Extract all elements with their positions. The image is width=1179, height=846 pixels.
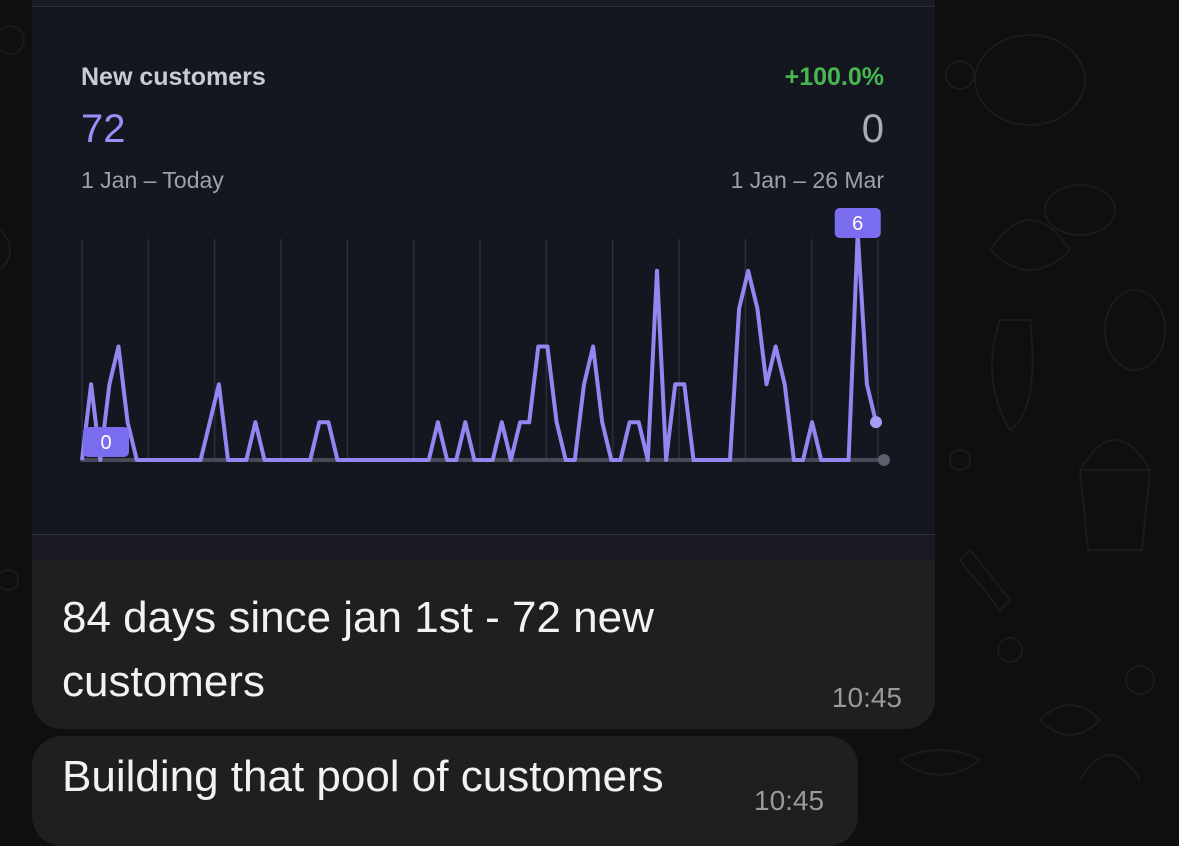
peak-value-badge-bg <box>834 208 881 238</box>
start-value-badge: 0 <box>100 432 111 454</box>
doodle-sun-icon <box>945 60 975 90</box>
baseline-end-point <box>878 454 890 466</box>
series-line-new-customers <box>80 231 878 462</box>
metric-label: New customers <box>81 63 266 91</box>
doodle-fish-icon <box>1038 704 1102 736</box>
message-bubble-chart[interactable]: New customers 72 1 Jan – Today +100.0% 0… <box>32 0 935 729</box>
message-bubble-text[interactable]: Building that pool of customers 10:45 <box>32 736 858 846</box>
message-text: 84 days since jan 1st - 72 new customers <box>62 593 654 706</box>
metric-date-range: 1 Jan – Today <box>81 167 224 193</box>
new-customers-line-chart: 06 <box>80 208 890 466</box>
peak-value-badge: 6 <box>852 213 863 235</box>
doodle-shovel-icon <box>958 548 1012 612</box>
metric-value: 72 <box>81 107 126 151</box>
doodle-sandal-icon <box>991 319 1034 432</box>
compare-date-range: 1 Jan – 26 Mar <box>730 167 884 193</box>
message-timestamp: 10:45 <box>754 785 825 816</box>
message-text: Building that pool of customers <box>62 752 664 801</box>
compare-value: 0 <box>861 107 884 151</box>
doodle-bucket-icon <box>1078 469 1152 551</box>
doodle-fruit-icon <box>988 219 1072 271</box>
analytics-card: New customers 72 1 Jan – Today +100.0% 0… <box>32 6 935 535</box>
compare-change-percent: +100.0% <box>784 63 884 91</box>
start-value-badge-bg <box>83 427 129 457</box>
chart-image[interactable]: New customers 72 1 Jan – Today +100.0% 0… <box>32 0 935 560</box>
series-end-point <box>870 416 882 429</box>
doodle-shell-icon <box>974 34 1086 126</box>
message-timestamp: 10:45 <box>831 682 902 713</box>
